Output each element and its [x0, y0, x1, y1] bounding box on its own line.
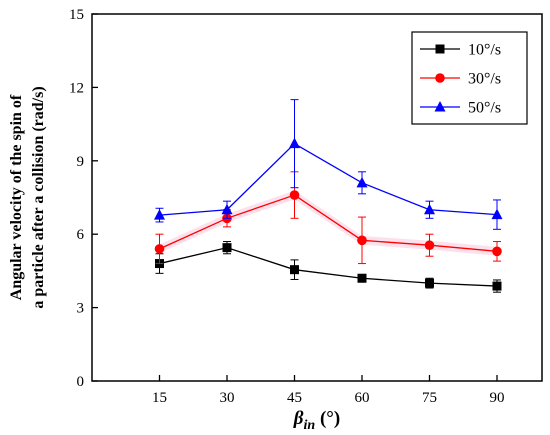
y-tick-label-0: 0: [77, 374, 85, 390]
legend-marker-1: [435, 44, 445, 54]
series-2-point-60: [357, 235, 367, 246]
y-tick-label-9: 9: [77, 154, 85, 170]
series-1-point-30: [222, 243, 232, 253]
legend-label-1: 10°/s: [468, 42, 501, 59]
x-tick-label-30: 30: [220, 390, 235, 406]
legend: 10°/s 30°/s 50°/s: [411, 31, 528, 125]
series-3-point-30: [221, 203, 233, 215]
y-axis-label-line-1: Angular velocity of the spin of: [8, 94, 25, 300]
series-1-point-90: [492, 281, 502, 291]
axes: 0 3 6 9 12 15 15 30 45 60 75 90: [69, 7, 543, 406]
series-2-point-15: [154, 244, 165, 254]
legend-label-3: 50°/s: [468, 100, 501, 117]
series-2: [154, 171, 502, 265]
y-tick-label-6: 6: [77, 227, 85, 243]
confidence-bands: [159, 190, 497, 256]
series-30-band: [159, 190, 497, 256]
series-2-point-90: [492, 246, 502, 257]
y-axis-label-line-2: a particle after a collision (rad/s): [30, 86, 47, 308]
y-tick-label-15: 15: [69, 7, 84, 23]
series-3-point-15: [154, 209, 165, 220]
series-3-point-90: [491, 208, 503, 220]
x-tick-label-60: 60: [355, 390, 370, 406]
y-tick-label-12: 12: [69, 80, 84, 96]
series-3-line: [159, 142, 498, 216]
x-tick-label-75: 75: [422, 390, 437, 406]
series-2-point-75: [424, 240, 435, 251]
legend-marker-3: [434, 101, 446, 112]
y-tick-label-3: 3: [77, 301, 85, 317]
x-tick-label-15: 15: [152, 390, 167, 406]
series-1-line: [159, 246, 498, 287]
legend-marker-2: [435, 73, 445, 83]
series-3-point-60: [356, 176, 368, 188]
x-tick-label-45: 45: [287, 390, 302, 406]
legend-label-2: 30°/s: [468, 71, 501, 88]
series-1-point-45: [290, 265, 299, 275]
series-1-point-60: [357, 273, 367, 283]
x-axis-label: βin (°): [293, 408, 340, 433]
series-3: [154, 99, 503, 230]
x-axis-label-subscript: in: [304, 418, 316, 433]
series-1-point-75: [425, 278, 434, 288]
series-2-point-45: [289, 190, 300, 200]
series-3-point-75: [424, 203, 435, 215]
x-axis-label-main: β: [293, 408, 304, 429]
data-series: [154, 99, 503, 293]
series-2-line: [159, 194, 498, 252]
axis-labels: Angular velocity of the spin of a partic…: [8, 86, 340, 433]
plot-frame: [91, 13, 543, 382]
series-3-point-45: [289, 137, 300, 149]
x-tick-label-90: 90: [490, 390, 505, 406]
x-axis-label-unit: (°): [315, 408, 340, 429]
